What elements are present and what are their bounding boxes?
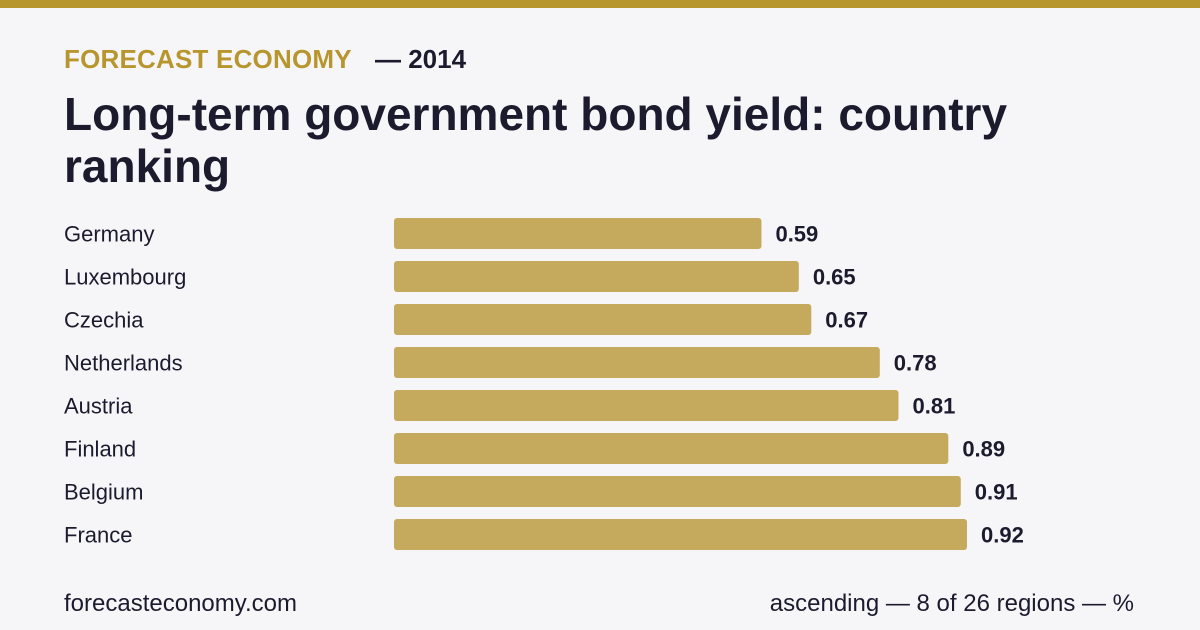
bar (394, 347, 880, 378)
bar (394, 304, 812, 335)
value-label: 0.91 (975, 480, 1018, 505)
bar (394, 390, 899, 421)
category-label: Finland (64, 437, 136, 462)
category-label: Belgium (64, 480, 143, 505)
value-label: 0.89 (962, 437, 1005, 462)
category-label: Germany (64, 222, 154, 247)
bar (394, 519, 967, 550)
year-label: — 2014 (375, 44, 467, 74)
category-label: Austria (64, 394, 133, 419)
footer-site: forecasteconomy.com (64, 590, 297, 617)
brand-label: FORECAST ECONOMY (64, 44, 352, 74)
value-label: 0.81 (912, 394, 955, 419)
bar (394, 476, 961, 507)
category-label: France (64, 523, 132, 548)
category-label: Luxembourg (64, 265, 186, 290)
value-label: 0.67 (825, 308, 868, 333)
value-label: 0.65 (813, 265, 856, 290)
value-label: 0.59 (775, 222, 818, 247)
header: FORECAST ECONOMY — 2014 (64, 44, 466, 75)
category-label: Czechia (64, 308, 144, 333)
value-label: 0.78 (894, 351, 937, 376)
chart-title: Long-term government bond yield: country… (64, 88, 1008, 192)
bar (394, 261, 799, 292)
bar (394, 218, 762, 249)
footer-note: ascending — 8 of 26 regions — % (769, 590, 1134, 617)
top-accent-bar (0, 0, 1200, 8)
value-label: 0.92 (981, 523, 1024, 548)
category-label: Netherlands (64, 351, 183, 376)
bar (394, 433, 949, 464)
